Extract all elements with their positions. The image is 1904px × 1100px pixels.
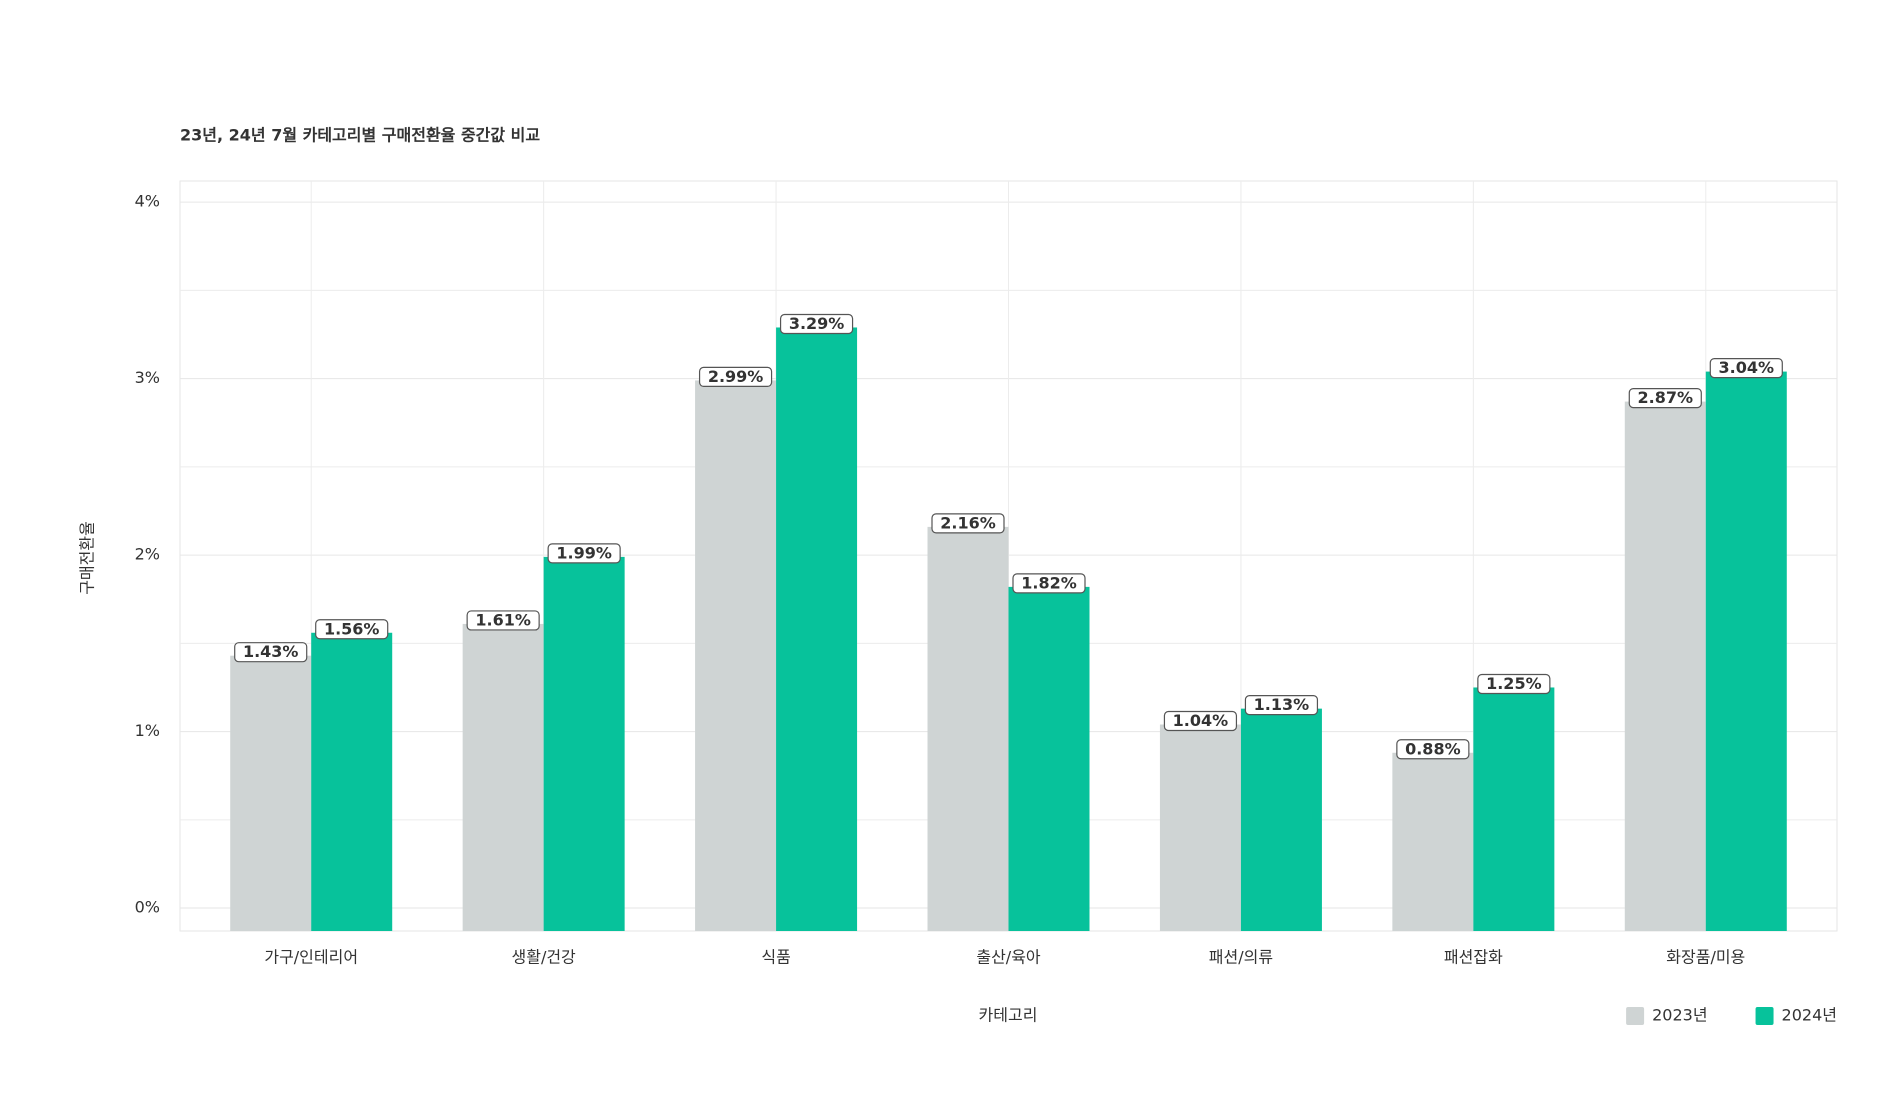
bar	[1240, 708, 1322, 931]
value-label-box	[315, 619, 389, 640]
x-tick-label: 가구/인테리어	[264, 948, 358, 967]
y-tick-label: 3%	[135, 368, 160, 387]
y-tick-label: 1%	[135, 721, 160, 740]
value-label-box	[547, 543, 621, 564]
legend-swatch	[1626, 1007, 1645, 1025]
value-label: 3.29%	[789, 314, 845, 333]
value-label-box	[698, 366, 773, 388]
value-label: 1.13%	[1254, 695, 1310, 714]
legend-label: 2024년	[1782, 1006, 1837, 1025]
y-tick-label: 0%	[135, 898, 160, 917]
value-label-box	[779, 313, 854, 335]
bar	[1159, 724, 1241, 931]
value-label: 2.99%	[708, 367, 764, 386]
y-tick-label: 2%	[135, 545, 160, 564]
bar	[1705, 371, 1787, 931]
value-label: 1.25%	[1486, 674, 1542, 693]
value-label: 2.16%	[940, 513, 996, 532]
bar	[695, 380, 777, 932]
bar	[543, 556, 625, 931]
x-tick-label: 화장품/미용	[1666, 948, 1745, 967]
value-label-box	[466, 610, 540, 631]
value-label: 1.99%	[556, 543, 612, 562]
x-tick-label: 패션잡화	[1444, 948, 1503, 967]
bar	[927, 526, 1009, 931]
bar	[462, 623, 544, 931]
bar	[1392, 752, 1474, 931]
value-label: 1.82%	[1021, 573, 1077, 592]
value-label: 0.88%	[1405, 739, 1461, 758]
y-axis-title: 구매전환율	[78, 521, 97, 595]
value-label: 1.61%	[475, 610, 531, 629]
x-axis-title: 카테고리	[979, 1006, 1038, 1025]
x-tick-label: 생활/건강	[512, 948, 577, 967]
y-tick-label: 4%	[135, 192, 160, 211]
bar	[1624, 401, 1706, 931]
chart-title: 23년, 24년 7월 카테고리별 구매전환율 중간값 비교	[180, 126, 540, 145]
value-label: 1.43%	[243, 642, 299, 661]
bar	[230, 655, 312, 931]
value-label-box	[234, 642, 308, 663]
value-label: 3.04%	[1719, 358, 1775, 377]
bar	[311, 632, 393, 931]
x-tick-label: 식품	[761, 948, 790, 967]
value-label: 2.87%	[1638, 388, 1694, 407]
value-label-box	[1477, 673, 1551, 695]
value-label-box	[1163, 710, 1238, 732]
x-tick-label: 패션/의류	[1209, 948, 1273, 967]
x-tick-label: 출산/육아	[976, 948, 1041, 967]
legend-label: 2023년	[1652, 1006, 1707, 1025]
value-label-box	[1709, 357, 1783, 379]
value-label: 1.56%	[324, 619, 380, 638]
value-label-box	[1012, 573, 1086, 594]
bar	[1473, 687, 1555, 931]
value-label-box	[931, 513, 1005, 534]
value-label-box	[1628, 387, 1702, 409]
legend-swatch	[1755, 1007, 1774, 1025]
bar	[1008, 586, 1090, 931]
value-label-box	[1244, 695, 1319, 716]
bar	[776, 327, 858, 931]
value-label-box	[1396, 739, 1470, 760]
value-label: 1.04%	[1173, 711, 1229, 730]
